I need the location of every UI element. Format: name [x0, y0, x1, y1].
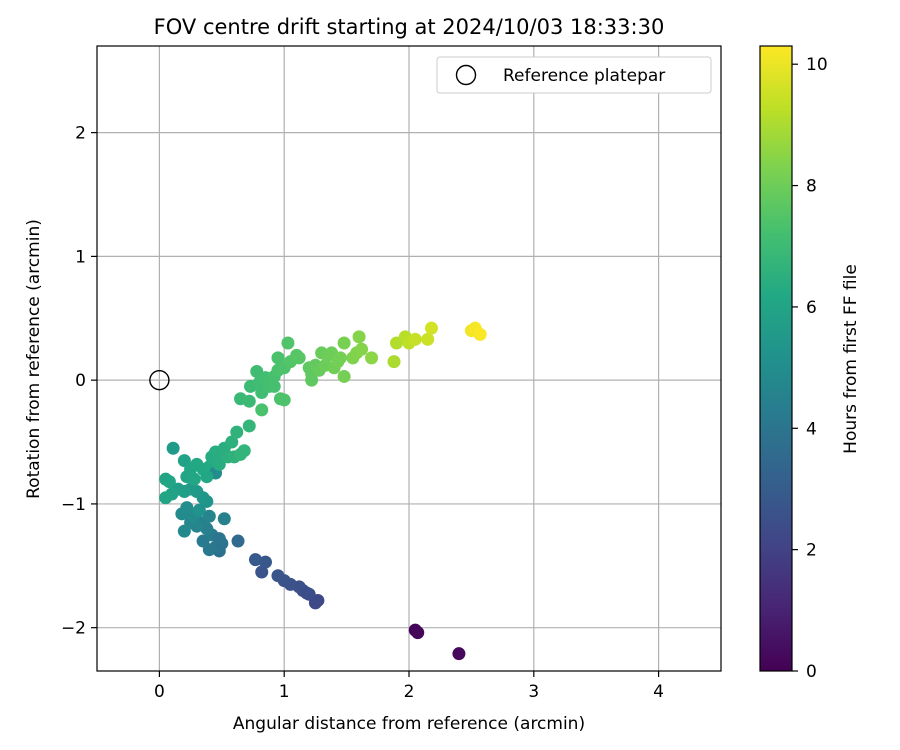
data-point [337, 369, 351, 383]
colorbar-gradient [759, 45, 793, 672]
data-point [187, 472, 201, 486]
data-point [248, 553, 262, 567]
data-point [424, 321, 438, 335]
data-point [277, 393, 291, 407]
colorbar: 0 2 4 6 8 10 Hours from first FF file [759, 45, 861, 682]
data-point [200, 470, 214, 484]
data-point [408, 332, 422, 346]
data-point [242, 419, 256, 433]
colorbar-tick-label: 10 [806, 55, 828, 75]
y-axis-ticks: 2 1 0 −1 −2 [61, 124, 97, 639]
colorbar-tick-label: 4 [806, 419, 817, 439]
data-point [159, 491, 173, 505]
y-tick-label: −2 [61, 619, 86, 639]
data-point [411, 626, 425, 640]
data-point [231, 534, 245, 548]
data-point [255, 403, 269, 417]
data-point [212, 457, 226, 471]
x-tick-label: 1 [279, 682, 290, 702]
data-point [230, 425, 244, 439]
data-point [258, 555, 272, 569]
x-tick-label: 3 [528, 682, 539, 702]
y-tick-label: 2 [75, 124, 86, 144]
reference-platepar-marker [149, 369, 170, 391]
data-point [267, 379, 281, 393]
colorbar-label: Hours from first FF file [841, 264, 861, 454]
x-tick-label: 2 [404, 682, 415, 702]
data-point [237, 444, 251, 458]
scatter-points [159, 321, 487, 661]
data-point [281, 336, 295, 350]
colorbar-tick-label: 8 [806, 177, 817, 197]
data-point [242, 394, 256, 408]
colorbar-tick-label: 6 [806, 298, 817, 318]
x-tick-label: 0 [154, 682, 165, 702]
colorbar-tick-label: 2 [806, 541, 817, 561]
legend-open-circle-marker [455, 64, 477, 86]
data-point [217, 512, 231, 526]
data-point [225, 435, 239, 449]
data-point [166, 441, 180, 455]
x-axis-ticks: 0 1 2 3 4 [154, 671, 664, 702]
data-point [177, 524, 191, 538]
data-point [271, 569, 285, 583]
data-point [162, 475, 176, 489]
legend: Reference platepar [436, 56, 712, 94]
data-point [365, 351, 379, 365]
y-axis-label: Rotation from reference (arcmin) [24, 219, 44, 499]
data-point [421, 332, 435, 346]
data-point [387, 355, 401, 369]
y-tick-label: 1 [75, 247, 86, 267]
y-tick-label: 0 [75, 371, 86, 391]
chart-title: FOV centre drift starting at 2024/10/03 … [154, 15, 665, 39]
data-point [337, 336, 351, 350]
x-tick-label: 4 [653, 682, 664, 702]
legend-label: Reference platepar [503, 66, 665, 86]
data-point [452, 647, 466, 661]
data-point [333, 351, 347, 365]
colorbar-ticks: 0 2 4 6 8 10 [792, 55, 828, 682]
x-axis-label: Angular distance from reference (arcmin) [233, 714, 585, 734]
data-point [202, 509, 216, 523]
data-point [212, 532, 226, 546]
data-point [271, 351, 285, 365]
colorbar-tick-label: 0 [806, 662, 817, 682]
data-point [292, 351, 306, 365]
data-point [300, 586, 314, 600]
data-point [355, 342, 369, 356]
y-tick-label: −1 [61, 495, 86, 515]
data-point [352, 330, 366, 344]
data-point [255, 565, 269, 579]
legend-box [436, 56, 712, 94]
data-point [192, 503, 206, 517]
data-point [473, 327, 487, 341]
